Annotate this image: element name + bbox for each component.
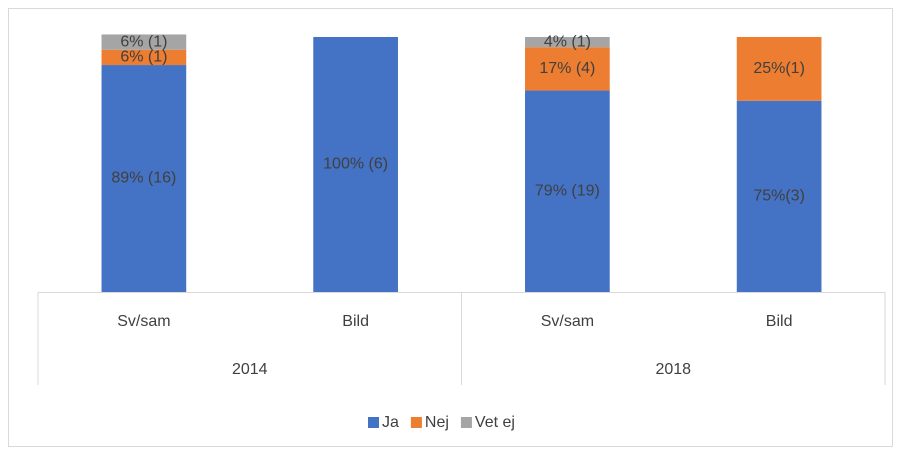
bar-segment (101, 34, 187, 50)
x-tick-label: Bild (342, 313, 369, 330)
legend-label: Vet ej (475, 414, 515, 431)
data-label: 100% (6) (323, 156, 388, 173)
data-label: 79% (19) (535, 182, 600, 199)
x-tick-label: Sv/sam (117, 313, 170, 330)
legend-label: Nej (425, 414, 449, 431)
data-label: 75%(3) (753, 188, 805, 205)
bar-segment (525, 90, 610, 292)
data-label: 17% (4) (539, 60, 595, 77)
bar-segment (313, 37, 398, 292)
legend-swatch (410, 417, 422, 428)
legend-swatch (460, 417, 472, 428)
data-label: 4% (1) (544, 33, 591, 50)
data-label: 6% (1) (120, 49, 167, 66)
bar-segment (736, 100, 822, 292)
bar-segment (101, 49, 187, 66)
x-tick-label: Bild (766, 313, 793, 330)
legend-label: Ja (382, 414, 399, 431)
group-label: 2018 (655, 361, 691, 378)
data-label: 25%(1) (753, 60, 805, 77)
bar-segment (525, 47, 610, 91)
group-label: 2014 (232, 361, 268, 378)
data-label: 6% (1) (120, 33, 167, 50)
data-label: 89% (16) (111, 170, 176, 187)
bar-segment (525, 37, 610, 48)
x-tick-label: Sv/sam (541, 313, 594, 330)
bar-segment (736, 37, 822, 101)
legend-swatch (368, 417, 379, 428)
bar-segment (101, 65, 187, 292)
